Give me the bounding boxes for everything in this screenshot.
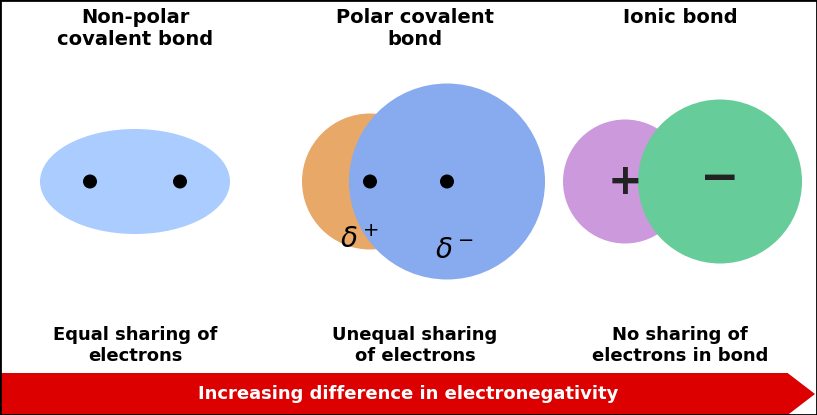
Text: Equal sharing of
electrons: Equal sharing of electrons (53, 326, 217, 365)
Circle shape (173, 174, 187, 188)
Text: Ionic bond: Ionic bond (623, 8, 737, 27)
Circle shape (440, 174, 454, 188)
Text: No sharing of
electrons in bond: No sharing of electrons in bond (592, 326, 768, 365)
Bar (0, 373, 788, 415)
Polygon shape (788, 373, 815, 415)
Text: Non-polar
covalent bond: Non-polar covalent bond (57, 8, 213, 49)
Text: Increasing difference in electronegativity: Increasing difference in electronegativi… (199, 385, 618, 403)
Text: −: − (700, 157, 740, 202)
Circle shape (302, 113, 438, 249)
Text: $\delta^+$: $\delta^+$ (341, 227, 380, 254)
Text: Unequal sharing
of electrons: Unequal sharing of electrons (333, 326, 498, 365)
Circle shape (638, 100, 802, 264)
Text: Polar covalent
bond: Polar covalent bond (336, 8, 494, 49)
Text: $\delta^-$: $\delta^-$ (435, 237, 475, 264)
Circle shape (83, 174, 97, 188)
Text: +: + (608, 161, 642, 203)
Circle shape (563, 120, 687, 244)
Ellipse shape (40, 129, 230, 234)
Circle shape (363, 174, 377, 188)
Circle shape (349, 83, 545, 279)
